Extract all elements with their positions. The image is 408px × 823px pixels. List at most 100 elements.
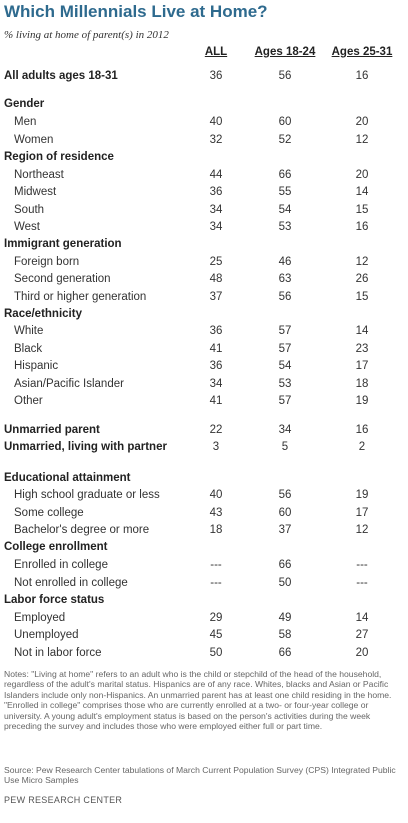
table-row: Third or higher generation 37 56 15 (0, 291, 408, 309)
row-label: Labor force status (4, 594, 105, 606)
cell-all: 36 (209, 325, 223, 337)
cell-all: 36 (209, 360, 223, 372)
cell-all: 36 (209, 186, 223, 198)
cell-ages-25-31: 15 (355, 291, 369, 303)
table-section-row: Region of residence (0, 151, 408, 169)
table-row: Hispanic 36 54 17 (0, 360, 408, 378)
cell-all: 41 (209, 343, 223, 355)
cell-ages-18-24: 63 (278, 273, 292, 285)
cell-ages-18-24: 57 (278, 325, 292, 337)
row-label: Gender (4, 98, 45, 110)
table-row: Bachelor's degree or more 18 37 12 (0, 524, 408, 542)
table-row: Other 41 57 19 (0, 395, 408, 413)
cell-ages-18-24: 54 (278, 204, 292, 216)
cell-all: 48 (209, 273, 223, 285)
table-row: Midwest 36 55 14 (0, 186, 408, 204)
cell-ages-25-31: 19 (355, 395, 369, 407)
row-label: Midwest (14, 186, 57, 198)
cell-ages-25-31: 19 (355, 489, 369, 501)
table-section-row: Gender (0, 98, 408, 116)
cell-all: 43 (209, 507, 223, 519)
table-row: Women 32 52 12 (0, 134, 408, 152)
cell-ages-25-31: --- (356, 559, 368, 571)
row-label: All adults ages 18-31 (4, 70, 118, 82)
row-label: Not enrolled in college (14, 577, 128, 589)
row-label: Foreign born (14, 256, 80, 268)
cell-all: 34 (209, 221, 223, 233)
cell-all: 3 (212, 441, 220, 453)
cell-all: 45 (209, 629, 223, 641)
table-row: Second generation 48 63 26 (0, 273, 408, 291)
cell-all: 50 (209, 647, 223, 659)
cell-all: 22 (209, 424, 223, 436)
cell-all: 40 (209, 116, 223, 128)
cell-all: 29 (209, 612, 223, 624)
table-row: White 36 57 14 (0, 325, 408, 343)
cell-ages-18-24: 66 (278, 559, 292, 571)
notes-text: Notes: "Living at home" refers to an adu… (4, 669, 392, 732)
table-section-row: College enrollment (0, 541, 408, 559)
cell-ages-25-31: 14 (355, 612, 369, 624)
row-label: Second generation (14, 273, 111, 285)
table-row: South 34 54 15 (0, 204, 408, 222)
row-label: Asian/Pacific Islander (14, 378, 124, 390)
cell-ages-18-24: 56 (278, 70, 292, 82)
table-section-row: Labor force status (0, 594, 408, 612)
cell-ages-18-24: 58 (278, 629, 292, 641)
cell-ages-18-24: 60 (278, 116, 292, 128)
table-row: Asian/Pacific Islander 34 53 18 (0, 378, 408, 396)
cell-ages-25-31: 2 (358, 441, 366, 453)
cell-ages-18-24: 50 (278, 577, 292, 589)
cell-ages-18-24: 37 (278, 524, 292, 536)
cell-all: --- (210, 577, 222, 589)
row-label: Immigrant generation (4, 238, 122, 250)
cell-ages-18-24: 57 (278, 395, 292, 407)
table-row: Not enrolled in college --- 50 --- (0, 577, 408, 595)
table-row: Employed 29 49 14 (0, 612, 408, 630)
table-row: Not in labor force 50 66 20 (0, 647, 408, 665)
cell-ages-25-31: 18 (355, 378, 369, 390)
cell-all: 37 (209, 291, 223, 303)
row-label: Unemployed (14, 629, 79, 641)
row-label: Enrolled in college (14, 559, 108, 571)
cell-all: 25 (209, 256, 223, 268)
cell-ages-18-24: 57 (278, 343, 292, 355)
cell-all: 40 (209, 489, 223, 501)
chart-subtitle: % living at home of parent(s) in 2012 (4, 29, 169, 41)
row-label: Women (14, 134, 54, 146)
row-label: Region of residence (4, 151, 114, 163)
cell-all: 18 (209, 524, 223, 536)
cell-ages-18-24: 66 (278, 169, 292, 181)
cell-ages-25-31: 16 (355, 221, 369, 233)
cell-ages-18-24: 60 (278, 507, 292, 519)
row-label: Northeast (14, 169, 64, 181)
row-label: College enrollment (4, 541, 108, 553)
column-header-ages-18-24: Ages 18-24 (254, 46, 316, 58)
cell-ages-18-24: 53 (278, 221, 292, 233)
cell-ages-18-24: 49 (278, 612, 292, 624)
cell-ages-18-24: 56 (278, 291, 292, 303)
cell-ages-25-31: 16 (355, 424, 369, 436)
column-header-all: ALL (204, 46, 228, 58)
row-label: White (14, 325, 44, 337)
table-section-row: Race/ethnicity (0, 308, 408, 326)
source-text: Source: Pew Research Center tabulations … (4, 765, 396, 786)
table-section-row: All adults ages 18-31 36 56 16 (0, 70, 408, 88)
table-row: Northeast 44 66 20 (0, 169, 408, 187)
cell-ages-25-31: 27 (355, 629, 369, 641)
cell-ages-18-24: 56 (278, 489, 292, 501)
cell-all: 44 (209, 169, 223, 181)
row-label: Hispanic (14, 360, 59, 372)
row-label: Men (14, 116, 37, 128)
cell-all: --- (210, 559, 222, 571)
cell-ages-18-24: 66 (278, 647, 292, 659)
table-row: Some college 43 60 17 (0, 507, 408, 525)
chart-title: Which Millennials Live at Home? (4, 2, 268, 21)
cell-ages-25-31: 12 (355, 134, 369, 146)
cell-ages-25-31: 17 (355, 507, 369, 519)
row-label: Race/ethnicity (4, 308, 82, 320)
cell-ages-25-31: 14 (355, 325, 369, 337)
cell-ages-18-24: 53 (278, 378, 292, 390)
table-row: Enrolled in college --- 66 --- (0, 559, 408, 577)
cell-ages-25-31: 17 (355, 360, 369, 372)
